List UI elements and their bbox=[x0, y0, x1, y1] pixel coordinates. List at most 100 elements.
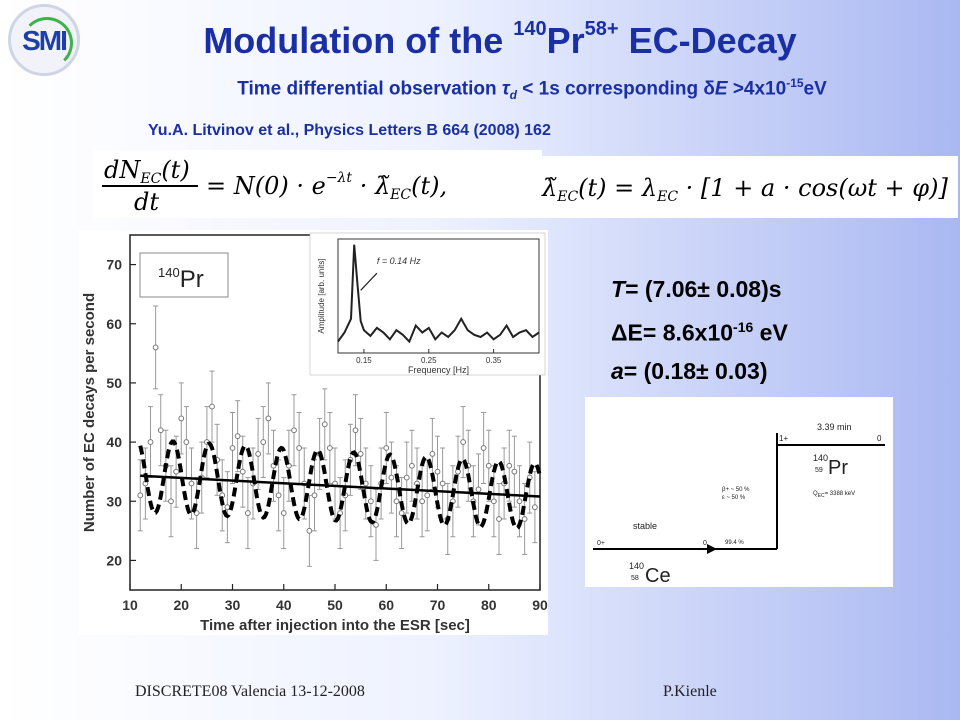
data-point bbox=[168, 498, 174, 505]
data-point bbox=[516, 498, 523, 505]
x-tick-label: 70 bbox=[430, 597, 446, 613]
inset-annotation: f = 0.14 Hz bbox=[377, 256, 421, 266]
slide-title: Modulation of the 140Pr58+ EC-Decay bbox=[120, 18, 880, 62]
data-point bbox=[321, 421, 328, 428]
data-point bbox=[326, 445, 333, 451]
data-point bbox=[408, 462, 415, 469]
data-point bbox=[265, 415, 272, 422]
data-point bbox=[255, 451, 262, 457]
data-point bbox=[296, 445, 303, 451]
data-point bbox=[485, 462, 492, 469]
subtitle-tau-sub: d bbox=[509, 88, 517, 103]
data-point bbox=[234, 433, 241, 440]
x-tick-labels: 10 20 30 40 50 60 70 80 90 bbox=[122, 584, 548, 613]
y-tick-label: 50 bbox=[106, 375, 122, 391]
parent-z: 59 bbox=[815, 467, 823, 474]
inset-x-tick-label: 0.25 bbox=[421, 356, 437, 365]
data-point bbox=[152, 344, 159, 351]
data-point bbox=[424, 492, 431, 499]
data-point bbox=[311, 492, 318, 499]
equation-modulated-rate: λ̃EC(t) = λEC · [1 + a · cos(ωt + φ)] bbox=[536, 156, 958, 218]
data-point bbox=[157, 427, 164, 434]
logo: SMI bbox=[8, 4, 80, 76]
eq1-rhs: = N(0) · e−λt · λ̃EC(t), bbox=[206, 170, 447, 203]
data-point bbox=[506, 462, 513, 469]
data-point bbox=[173, 468, 180, 475]
subtitle-post: >4x10 bbox=[727, 78, 787, 100]
data-point bbox=[434, 468, 441, 475]
legend-label: 140Pr bbox=[158, 265, 204, 293]
data-point bbox=[475, 486, 482, 493]
result-energy-label: ΔE bbox=[611, 319, 643, 346]
data-point bbox=[419, 498, 426, 505]
result-amplitude-label: a bbox=[611, 357, 624, 384]
equation-decay-rate-svg: dNEC(t) dt = N(0) · e−λt · λ̃EC(t), bbox=[102, 156, 447, 216]
data-point bbox=[511, 468, 518, 475]
parent-spin: 1+ bbox=[779, 434, 788, 443]
exponential-fit-line bbox=[140, 474, 541, 498]
logo-text: SMI bbox=[22, 25, 68, 56]
eq2-text: λ̃EC(t) = λEC · [1 + a · cos(ωt + φ)] bbox=[541, 174, 948, 205]
x-tick-label: 60 bbox=[378, 597, 394, 613]
x-tick-label: 40 bbox=[276, 597, 292, 613]
x-tick-label: 10 bbox=[122, 597, 138, 613]
data-point bbox=[521, 516, 528, 522]
data-point bbox=[398, 510, 405, 516]
daughter-branch: 99.4 % bbox=[725, 540, 744, 546]
data-point bbox=[367, 498, 374, 505]
q-value: QEC= 3388 keV bbox=[813, 491, 855, 499]
inset-x-tick-label: 0.35 bbox=[486, 356, 502, 365]
y-tick-label: 30 bbox=[106, 493, 122, 509]
data-point bbox=[147, 439, 154, 445]
subtitle-delta: δ bbox=[703, 78, 715, 100]
data-point bbox=[439, 480, 446, 487]
legend-box bbox=[139, 252, 229, 298]
branch-ec: ε ~ 50 % bbox=[722, 495, 746, 501]
slide-subtitle: Time differential observation τd < 1s co… bbox=[112, 76, 952, 102]
equation-modulated-rate-svg: λ̃EC(t) = λEC · [1 + a · cos(ωt + φ)] bbox=[541, 174, 948, 205]
data-point bbox=[531, 504, 538, 511]
subtitle-pre: Time differential observation bbox=[237, 78, 502, 100]
daughter-energy: 0 bbox=[703, 540, 707, 547]
data-point bbox=[306, 527, 313, 534]
fit-results: T= (7.06± 0.08)s ΔE= 8.6x10-16 eV a= (0.… bbox=[611, 270, 788, 390]
data-point bbox=[229, 445, 236, 451]
daughter-spin: 0+ bbox=[597, 540, 605, 547]
decay-scheme: 3.39 min 1+ 0 140 59 Pr β+ ~ 50 % ε ~ 50… bbox=[585, 397, 893, 587]
title-mass: 140 bbox=[513, 18, 547, 40]
result-period-value: = (7.06± 0.08)s bbox=[625, 276, 782, 302]
result-period-label: T bbox=[611, 276, 626, 302]
decay-scheme-svg: 3.39 min 1+ 0 140 59 Pr β+ ~ 50 % ε ~ 50… bbox=[593, 422, 885, 587]
parent-symbol: Pr bbox=[828, 457, 848, 479]
y-tick-label: 60 bbox=[106, 316, 122, 332]
result-amplitude-value: = (0.18± 0.03) bbox=[623, 357, 768, 384]
inset-x-tick-label: 0.15 bbox=[356, 356, 372, 365]
footer-event: DISCRETE08 Valencia 13-12-2008 bbox=[135, 683, 365, 700]
fft-spectrum-line bbox=[337, 244, 540, 344]
data-point bbox=[480, 445, 487, 451]
logo-ring bbox=[21, 17, 73, 69]
inset-arrow bbox=[360, 272, 378, 291]
data-point bbox=[209, 403, 215, 410]
citation: Yu.A. Litvinov et al., Physics Letters B… bbox=[148, 122, 551, 139]
result-energy: ΔE= 8.6x10-16 eV bbox=[611, 308, 788, 352]
data-point bbox=[291, 427, 297, 434]
eq1-num: dNEC(t) bbox=[104, 156, 190, 187]
equation-decay-rate: dNEC(t) dt = N(0) · e−λt · λ̃EC(t), bbox=[94, 150, 542, 218]
x-tick-label: 80 bbox=[481, 597, 497, 613]
x-tick-label: 30 bbox=[225, 597, 241, 613]
y-tick-labels: 20 30 40 50 60 70 bbox=[106, 257, 136, 568]
title-main: Modulation of the bbox=[203, 20, 514, 61]
halflife: 3.39 min bbox=[817, 422, 852, 432]
subtitle-exp: -15 bbox=[786, 76, 804, 90]
data-point bbox=[403, 474, 410, 481]
daughter-symbol: Ce bbox=[645, 565, 671, 587]
data-point bbox=[137, 492, 144, 499]
data-point bbox=[275, 492, 282, 499]
subtitle-tau: τ bbox=[501, 78, 510, 100]
daughter-mass: 140 bbox=[629, 561, 644, 571]
title-charge: 58+ bbox=[584, 18, 619, 40]
data-point bbox=[496, 516, 502, 522]
data-point bbox=[429, 451, 436, 457]
data-point bbox=[393, 498, 400, 505]
